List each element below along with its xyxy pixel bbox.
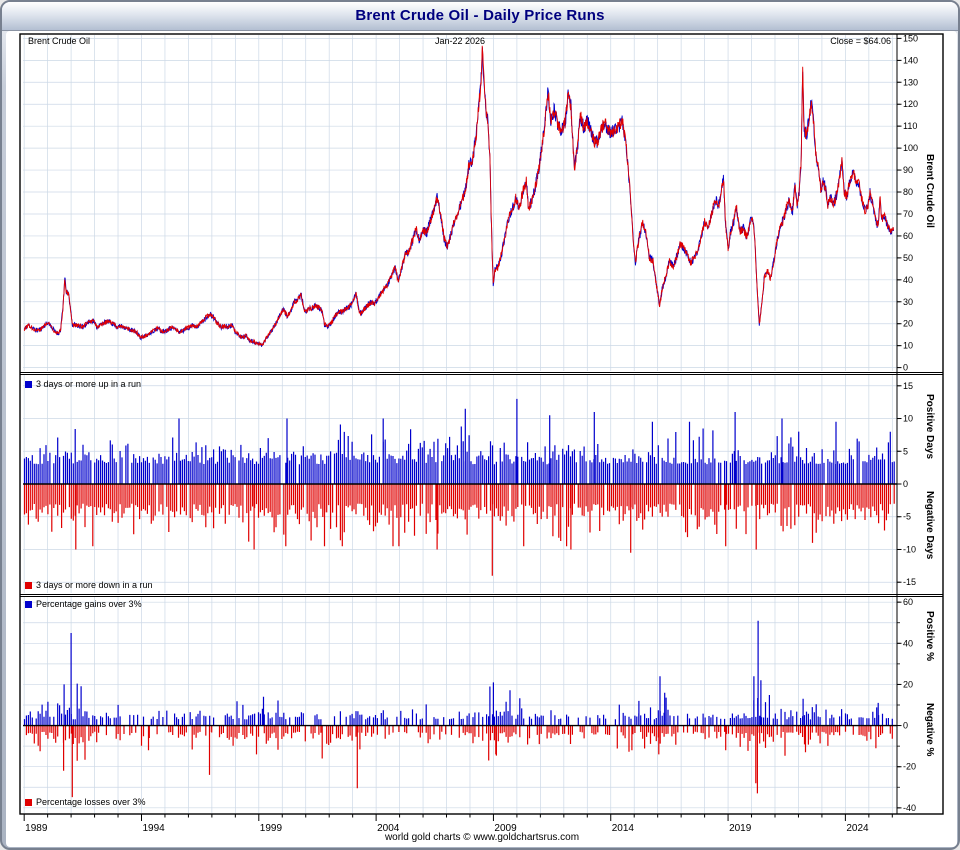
svg-text:1989: 1989: [25, 823, 48, 834]
svg-text:40: 40: [903, 638, 913, 648]
footer-credit: world gold charts © www.goldchartsrus.co…: [384, 832, 580, 843]
svg-text:20: 20: [903, 319, 913, 329]
svg-text:2019: 2019: [729, 823, 752, 834]
red-square-icon: [25, 798, 32, 806]
svg-text:0: 0: [903, 479, 908, 489]
close-label: Close = $64.06: [830, 36, 891, 46]
legend-down-runs-label: 3 days or more down in a run: [36, 580, 153, 590]
svg-text:2004: 2004: [377, 823, 400, 834]
legend-down-runs: 3 days or more down in a run: [25, 580, 153, 590]
svg-text:10: 10: [903, 341, 913, 351]
legend-down-pct: Percentage losses over 3%: [25, 797, 146, 807]
svg-text:-15: -15: [903, 577, 916, 587]
title-bar: Brent Crude Oil - Daily Price Runs: [2, 2, 958, 31]
date-label: Jan-22 2026: [434, 36, 486, 46]
svg-text:80: 80: [903, 187, 913, 197]
run-bars: [23, 398, 897, 576]
y-axis-title-negative-pct: Negative %: [924, 703, 935, 757]
svg-text:130: 130: [903, 77, 918, 87]
y-axis-title-positive-pct: Positive %: [924, 611, 935, 662]
svg-text:15: 15: [903, 381, 913, 391]
percent-bars: [23, 620, 897, 798]
svg-text:20: 20: [903, 679, 913, 689]
blue-square-icon: [25, 600, 32, 608]
series-label: Brent Crude Oil: [28, 36, 91, 46]
svg-text:2009: 2009: [494, 823, 517, 834]
svg-text:1999: 1999: [260, 823, 283, 834]
svg-text:-10: -10: [903, 544, 916, 554]
svg-text:0: 0: [903, 363, 908, 373]
svg-text:120: 120: [903, 99, 918, 109]
svg-text:1994: 1994: [142, 823, 165, 834]
legend-down-pct-label: Percentage losses over 3%: [36, 797, 146, 807]
legend-up-pct-label: Percentage gains over 3%: [36, 599, 142, 609]
red-square-icon: [25, 581, 32, 589]
svg-text:-20: -20: [903, 762, 916, 772]
legend-up-runs-label: 3 days or more up in a run: [36, 379, 142, 389]
y-axis-title-positive-days: Positive Days: [924, 394, 935, 460]
svg-text:50: 50: [903, 253, 913, 263]
legend-up-pct: Percentage gains over 3%: [25, 599, 142, 609]
svg-text:140: 140: [903, 55, 918, 65]
price-line: [23, 45, 894, 347]
svg-text:100: 100: [903, 143, 918, 153]
legend-up-runs: 3 days or more up in a run: [25, 379, 141, 389]
svg-text:90: 90: [903, 165, 913, 175]
svg-text:110: 110: [903, 121, 917, 131]
svg-text:60: 60: [903, 597, 913, 607]
window-title: Brent Crude Oil - Daily Price Runs: [355, 7, 605, 24]
svg-text:5: 5: [903, 446, 908, 456]
svg-text:-40: -40: [903, 803, 916, 813]
svg-text:10: 10: [903, 414, 913, 424]
svg-text:40: 40: [903, 275, 913, 285]
y-tick-labels: 0102030405060708090100110120130140150151…: [897, 33, 918, 813]
svg-text:70: 70: [903, 209, 913, 219]
svg-text:150: 150: [903, 33, 918, 43]
gridlines: [23, 35, 897, 813]
x-tick-labels: 1989 1994 1999 2004 2009 2014 2019 2024: [23, 814, 893, 834]
svg-text:60: 60: [903, 231, 913, 241]
y-axis-title-price: Brent Crude Oil: [924, 154, 935, 228]
svg-text:2014: 2014: [612, 823, 635, 834]
svg-text:-5: -5: [903, 512, 911, 522]
svg-text:30: 30: [903, 297, 913, 307]
y-axis-title-negative-days: Negative Days: [924, 491, 935, 560]
svg-text:0: 0: [903, 721, 908, 731]
blue-square-icon: [25, 380, 32, 388]
svg-text:2024: 2024: [846, 823, 869, 834]
